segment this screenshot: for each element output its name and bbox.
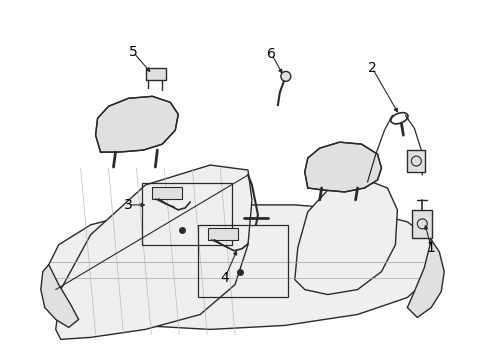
Polygon shape	[407, 240, 443, 318]
Bar	[152, 187, 182, 199]
Polygon shape	[95, 96, 178, 152]
Polygon shape	[41, 265, 79, 328]
Bar	[142, 183, 232, 245]
Polygon shape	[304, 142, 381, 192]
Bar	[407, 150, 425, 172]
Text: 3: 3	[124, 198, 133, 212]
Bar	[198, 225, 287, 297]
Text: 1: 1	[426, 241, 435, 255]
Text: 2: 2	[367, 62, 376, 76]
Bar	[208, 228, 238, 240]
Polygon shape	[56, 165, 251, 339]
Polygon shape	[49, 205, 436, 329]
Text: 6: 6	[267, 48, 276, 62]
Polygon shape	[294, 178, 397, 294]
Bar	[411, 210, 431, 238]
Text: 4: 4	[220, 271, 229, 285]
Bar	[146, 68, 166, 80]
Text: 5: 5	[129, 45, 138, 59]
Circle shape	[280, 71, 290, 81]
